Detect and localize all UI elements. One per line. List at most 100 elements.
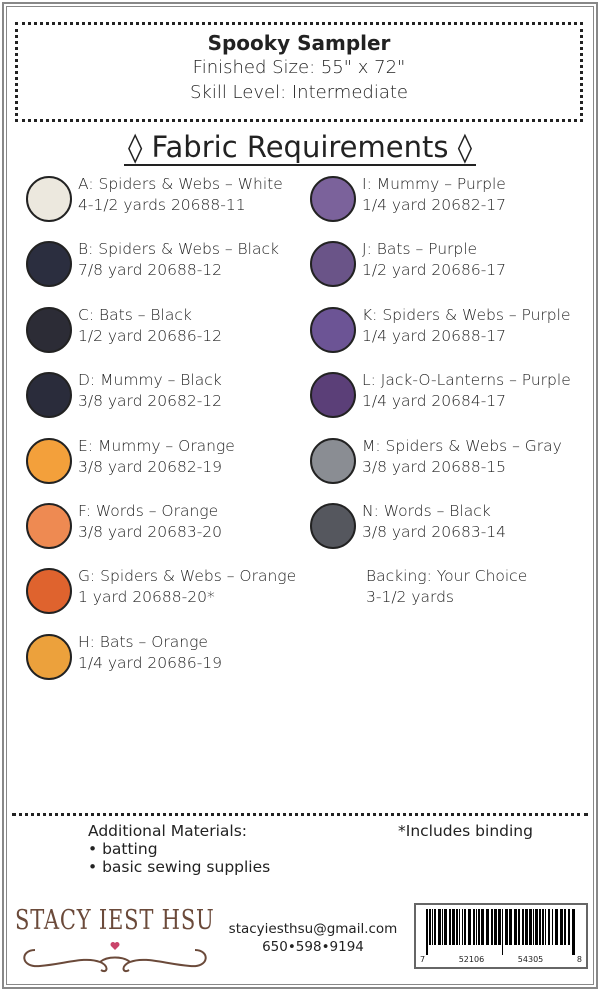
barcode-bar [434, 909, 436, 945]
barcode-digits: 52106 [458, 955, 485, 964]
barcode-bars [426, 909, 575, 955]
additional-item: • batting [88, 840, 158, 858]
fabric-name: J: Bats – Purple [362, 240, 478, 259]
pattern-title: Spooky Sampler [207, 31, 391, 55]
flourish-icon [23, 942, 207, 972]
barcode-bar [545, 909, 546, 945]
fabric-quantity: 7/8 yard 20688-12 [78, 261, 223, 280]
fabric-name: F: Words – Orange [78, 502, 219, 520]
logo-text: STACY IEST HSU [15, 905, 215, 936]
finished-size: Finished Size: 55" x 72" [192, 57, 406, 78]
barcode-bar [452, 909, 455, 945]
barcode-bar [491, 909, 493, 945]
additional-materials: Additional Materials: • batting • basic … [88, 822, 270, 876]
fabric-swatch [26, 241, 72, 288]
fabric-name: I: Mummy – Purple [362, 175, 506, 193]
barcode-bar [509, 909, 512, 945]
barcode-bar [568, 909, 570, 945]
skill-level: Skill Level: Intermediate [189, 82, 408, 103]
fabric-quantity: 3/8 yard 20682-19 [78, 457, 223, 476]
fabric-quantity: 1/4 yard 20686-19 [78, 653, 223, 672]
fabric-quantity: 3/8 yard 20688-15 [362, 457, 507, 476]
barcode-bar [539, 909, 541, 945]
barcode-bar [564, 909, 566, 945]
fabric-name: K: Spiders & Webs – Purple [362, 305, 571, 324]
barcode: 7 52106 54305 8 [414, 903, 588, 969]
barcode-bar [464, 909, 466, 945]
barcode-bar [529, 909, 532, 945]
fabric-name: C: Bats – Black [78, 305, 192, 324]
fabric-quantity: 1/4 yard 20684-17 [362, 392, 507, 411]
barcode-bar [473, 909, 475, 945]
barcode-bar [552, 909, 553, 945]
barcode-bar [478, 909, 480, 945]
fabric-swatch [310, 241, 356, 288]
fabric-quantity: 1/2 yard 20686-17 [362, 261, 507, 280]
fabric-name: G: Spiders & Webs – Orange [78, 567, 297, 586]
fabric-name: E: Mummy – Orange [78, 436, 235, 455]
binding-note: *Includes binding [398, 822, 533, 840]
fabric-quantity: 3/8 yard 20682-12 [78, 392, 223, 411]
fabric-quantity: 4-1/2 yards 20688-11 [78, 196, 246, 214]
fabric-swatch [310, 437, 356, 484]
fabric-swatch [310, 372, 356, 419]
barcode-digit: 8 [576, 955, 582, 964]
barcode-bar [514, 909, 517, 945]
additional-title: Additional Materials: [88, 822, 248, 840]
contact-info: stacyiesthsu@gmail.com 650•598•9194 [215, 920, 411, 956]
barcode-bar [535, 909, 538, 945]
barcode-bar [498, 909, 501, 945]
inner-border [6, 6, 594, 985]
fabric-quantity: 1/4 yard 20682-17 [362, 196, 507, 214]
barcode-bar [468, 909, 471, 945]
fabric-swatch [26, 437, 72, 484]
fabric-swatch [26, 372, 72, 419]
backing-name: Backing: Your Choice [366, 567, 528, 585]
email-link[interactable]: stacyiesthsu@gmail.com [228, 921, 398, 937]
barcode-bar [442, 909, 443, 945]
barcode-bar [525, 909, 528, 945]
barcode-bar [438, 909, 441, 945]
fabric-quantity: 3/8 yard 20683-14 [362, 523, 507, 541]
barcode-bar [494, 909, 497, 945]
fabric-name: B: Spiders & Webs – Black [78, 240, 279, 259]
fabric-name: L: Jack-O-Lanterns – Purple [362, 371, 571, 390]
fabric-quantity: 3/8 yard 20683-20 [78, 523, 223, 541]
fabric-swatch [310, 306, 356, 353]
fabric-swatch [26, 633, 72, 680]
fabric-name: A: Spiders & Webs – White [78, 175, 283, 193]
fabric-name: N: Words – Black [362, 502, 491, 520]
barcode-bar [502, 909, 503, 955]
barcode-bar [476, 909, 477, 945]
fabric-quantity: 1 yard 20688-20* [78, 588, 215, 607]
fabric-name: H: Bats – Orange [78, 632, 208, 651]
fabric-quantity: 1/2 yard 20686-12 [78, 326, 223, 345]
barcode-bar [542, 909, 544, 945]
dotted-divider [12, 813, 588, 816]
barcode-bar [533, 909, 534, 945]
barcode-bar [459, 909, 460, 945]
barcode-bar [456, 909, 458, 945]
fabric-swatch [26, 176, 72, 222]
barcode-bar [426, 909, 428, 955]
barcode-bar [518, 909, 520, 945]
phone-number: 650•598•9194 [262, 939, 364, 955]
fabric-swatch [310, 503, 356, 549]
fabric-swatch [310, 176, 356, 222]
barcode-bar [572, 909, 575, 955]
barcode-bar [548, 909, 550, 945]
barcode-bar [444, 909, 447, 945]
barcode-bar [432, 909, 433, 945]
barcode-bar [429, 909, 431, 945]
designer-logo: STACY IEST HSU [15, 905, 215, 980]
barcode-bar [522, 909, 524, 945]
fabric-swatch [26, 568, 72, 615]
barcode-bar [555, 909, 558, 945]
fabric-name: M: Spiders & Webs – Gray [362, 436, 562, 455]
additional-item: • basic sewing supplies [88, 858, 271, 876]
barcode-digit: 7 [420, 955, 426, 964]
fabric-quantity: 1/4 yard 20688-17 [362, 326, 507, 345]
fabric-swatch [26, 306, 72, 353]
fabric-name: D: Mummy – Black [78, 371, 222, 390]
